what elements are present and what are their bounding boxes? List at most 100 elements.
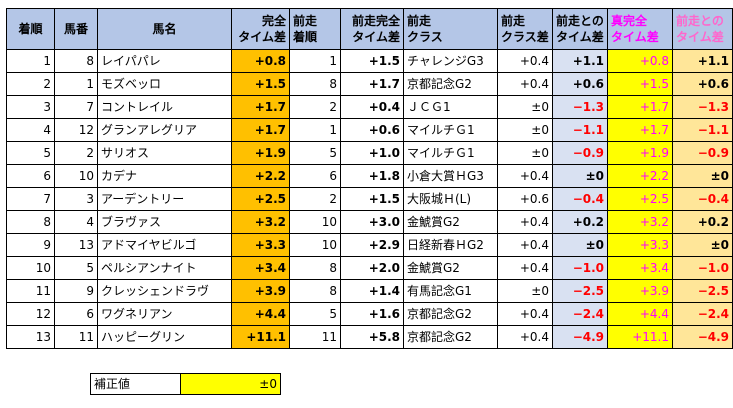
cell-prev-time-diff: +1.5 [340,187,404,211]
cell-prev-rank: 10 [289,210,341,234]
table-row: 7 3 アーデントリー +2.5 2 +1.5 大阪城Ｈ(L) +0.6 −0.4 +2.5 −0.… [6,187,733,211]
header-prev-time-diff: 前走完全 タイム差 [340,8,404,50]
cell-time-diff: +1.7 [231,95,290,119]
cell-prev-rank: 5 [289,302,341,326]
correction-label: 補正値 [90,373,181,395]
cell-true-time-diff: +2.2 [607,164,673,188]
cell-class-diff: +0.4 [497,325,553,349]
cell-horse-name: ブラヴァス [97,210,232,234]
table-row: 13 11 ハッピーグリン +11.1 11 +5.8 京都記念G2 +0.4 −4.9 +11.… [6,325,733,349]
cell-number: 1 [54,72,98,96]
cell-number: 4 [54,210,98,234]
cell-diff-prev: +0.6 [552,72,608,96]
cell-diff-prev: −2.5 [552,279,608,303]
cell-number: 5 [54,256,98,280]
cell-horse-name: ワグネリアン [97,302,232,326]
cell-rank: 2 [6,72,55,96]
cell-class-diff: +0.4 [497,302,553,326]
correction-row: 補正値 ±0 [90,373,281,395]
cell-prev-class: 大阪城Ｈ(L) [403,187,498,211]
table-row: 11 9 クレッシェンドラヴ +3.9 8 +1.4 有馬記念G1 ±0 −2.5 +3.9 −2.… [6,279,733,303]
cell-diff-prev: −0.4 [552,187,608,211]
cell-rank: 8 [6,210,55,234]
cell-diff-prev-2: −0.4 [672,187,733,211]
cell-time-diff: +11.1 [231,325,290,349]
cell-time-diff: +3.2 [231,210,290,234]
cell-true-time-diff: +1.7 [607,118,673,142]
cell-prev-time-diff: +5.8 [340,325,404,349]
cell-prev-class: ＪＣＧ1 [403,95,498,119]
cell-true-time-diff: +3.9 [607,279,673,303]
cell-horse-name: ペルシアンナイト [97,256,232,280]
cell-rank: 7 [6,187,55,211]
table-row: 8 4 ブラヴァス +3.2 10 +3.0 金鯱賞G2 +0.4 +0.2 +3.2 +0.2 [6,210,733,234]
cell-prev-time-diff: +2.0 [340,256,404,280]
cell-number: 13 [54,233,98,257]
cell-time-diff: +4.4 [231,302,290,326]
cell-true-time-diff: +3.2 [607,210,673,234]
cell-rank: 5 [6,141,55,165]
cell-time-diff: +1.5 [231,72,290,96]
cell-prev-time-diff: +2.9 [340,233,404,257]
header-name: 馬名 [97,8,232,50]
cell-diff-prev-2: −0.9 [672,141,733,165]
cell-number: 12 [54,118,98,142]
cell-true-time-diff: +3.3 [607,233,673,257]
cell-prev-rank: 8 [289,72,341,96]
cell-prev-rank: 8 [289,256,341,280]
cell-prev-time-diff: +1.5 [340,49,404,73]
cell-class-diff: +0.6 [497,187,553,211]
header-row: 着順 馬番 馬名 完全 タイム差 前走 着順 前走完全 タイム差 前走 クラス 前走 クラ… [6,8,733,50]
cell-prev-rank: 11 [289,325,341,349]
race-results-table: 着順 馬番 馬名 完全 タイム差 前走 着順 前走完全 タイム差 前走 クラス 前走 クラ… [6,8,733,349]
cell-true-time-diff: +0.8 [607,49,673,73]
cell-prev-class: 京都記念G2 [403,302,498,326]
correction-value: ±0 [180,373,281,395]
cell-diff-prev-2: −2.5 [672,279,733,303]
cell-rank: 9 [6,233,55,257]
cell-prev-class: マイルチＧ1 [403,141,498,165]
cell-prev-rank: 10 [289,233,341,257]
cell-prev-rank: 8 [289,279,341,303]
cell-time-diff: +2.5 [231,187,290,211]
cell-prev-time-diff: +1.7 [340,72,404,96]
header-diff-prev-2: 前走との タイム差 [672,8,733,50]
cell-prev-time-diff: +0.6 [340,118,404,142]
cell-horse-name: アドマイヤビルゴ [97,233,232,257]
table-row: 9 13 アドマイヤビルゴ +3.3 10 +2.9 日経新春ＨG2 +0.4 ±0 +3.3 ±0 [6,233,733,257]
cell-number: 11 [54,325,98,349]
cell-diff-prev: −1.1 [552,118,608,142]
table-row: 5 2 サリオス +1.9 5 +1.0 マイルチＧ1 ±0 −0.9 +1.9 −0.9 [6,141,733,165]
cell-time-diff: +3.3 [231,233,290,257]
cell-diff-prev-2: +0.6 [672,72,733,96]
cell-diff-prev-2: −1.1 [672,118,733,142]
cell-horse-name: アーデントリー [97,187,232,211]
cell-time-diff: +0.8 [231,49,290,73]
cell-prev-rank: 1 [289,118,341,142]
cell-rank: 10 [6,256,55,280]
cell-class-diff: ±0 [497,141,553,165]
cell-class-diff: +0.4 [497,49,553,73]
cell-rank: 3 [6,95,55,119]
cell-prev-class: 有馬記念G1 [403,279,498,303]
cell-prev-time-diff: +1.4 [340,279,404,303]
table-row: 10 5 ペルシアンナイト +3.4 8 +2.0 金鯱賞G2 +0.4 −1.0 +3.4 −1.… [6,256,733,280]
header-prev-rank: 前走 着順 [289,8,341,50]
header-prev-class: 前走 クラス [403,8,498,50]
cell-prev-rank: 2 [289,187,341,211]
cell-number: 2 [54,141,98,165]
cell-true-time-diff: +3.4 [607,256,673,280]
cell-number: 6 [54,302,98,326]
cell-class-diff: +0.4 [497,210,553,234]
table-row: 4 12 グランアレグリア +1.7 1 +0.6 マイルチＧ1 ±0 −1.1 +1.7 −1.1 [6,118,733,142]
cell-diff-prev: ±0 [552,164,608,188]
cell-class-diff: +0.4 [497,233,553,257]
cell-true-time-diff: +11.1 [607,325,673,349]
cell-time-diff: +3.4 [231,256,290,280]
cell-class-diff: +0.4 [497,164,553,188]
header-number: 馬番 [54,8,98,50]
cell-diff-prev: −4.9 [552,325,608,349]
cell-prev-class: マイルチＧ1 [403,118,498,142]
cell-rank: 13 [6,325,55,349]
cell-number: 3 [54,187,98,211]
